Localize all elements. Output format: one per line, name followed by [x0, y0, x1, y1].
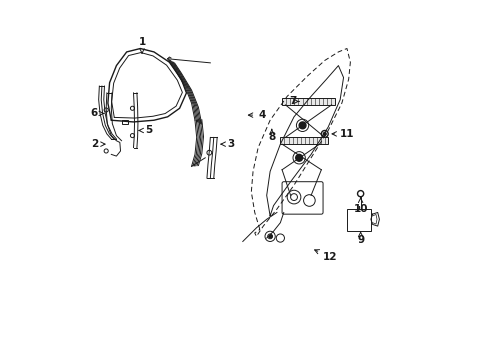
Bar	[282, 98, 334, 105]
Circle shape	[295, 154, 302, 161]
Text: 2: 2	[91, 139, 105, 149]
Bar	[346, 209, 370, 231]
FancyBboxPatch shape	[282, 182, 323, 214]
Bar	[122, 120, 127, 124]
Text: 11: 11	[331, 129, 354, 139]
Text: 10: 10	[353, 198, 367, 214]
Text: 5: 5	[139, 126, 152, 135]
Text: 3: 3	[221, 139, 234, 149]
Text: 1: 1	[138, 37, 145, 53]
Bar	[280, 137, 327, 144]
Circle shape	[299, 122, 305, 129]
Text: 12: 12	[314, 249, 337, 262]
Circle shape	[323, 132, 325, 135]
Text: 7: 7	[288, 96, 299, 107]
Text: 6: 6	[91, 108, 103, 118]
Text: 4: 4	[248, 110, 265, 120]
Text: 9: 9	[356, 232, 364, 245]
Text: 8: 8	[267, 129, 275, 142]
